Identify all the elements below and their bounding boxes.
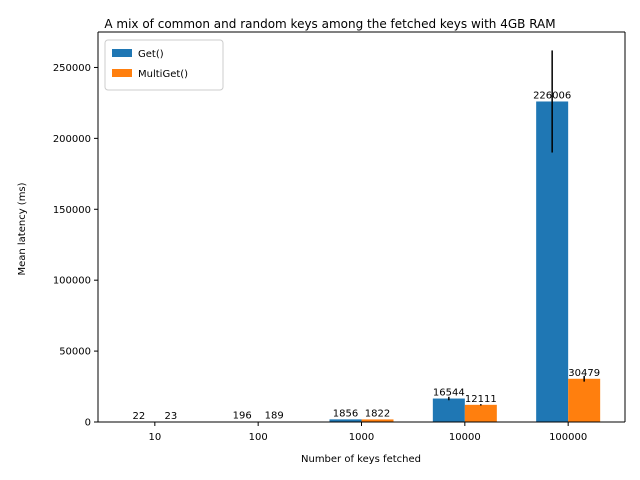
legend-swatch: [112, 49, 132, 57]
x-tick-label: 100000: [549, 432, 587, 443]
y-tick-label: 200000: [53, 134, 91, 145]
y-tick-label: 100000: [53, 276, 91, 287]
data-label: 22: [132, 411, 145, 422]
x-tick-label: 10: [148, 432, 161, 443]
data-label: 226006: [533, 90, 571, 101]
legend-label: Get(): [138, 49, 164, 60]
bar: [464, 404, 497, 422]
legend-swatch: [112, 69, 132, 77]
y-tick-label: 0: [85, 418, 91, 429]
legend-label: MultiGet(): [138, 69, 188, 80]
data-label: 1856: [333, 408, 358, 419]
y-axis-label: Mean latency (ms): [17, 182, 28, 275]
y-tick-label: 50000: [59, 347, 91, 358]
bar: [361, 419, 394, 422]
bar: [536, 101, 569, 423]
axes: 0 50000 100000 150000 200000 250000 10 100 1000 1…: [53, 31, 626, 443]
data-label: 23: [164, 411, 177, 422]
x-tick-label: 100: [249, 432, 268, 443]
legend: Get() MultiGet(): [104, 39, 224, 91]
x-tick-label: 1000: [349, 432, 374, 443]
data-label: 30479: [568, 368, 600, 379]
plot-area: 22 196 1856 16544 226006 23 189 1822 12111 30479: [122, 50, 601, 423]
bar: [329, 419, 362, 422]
data-label: 189: [265, 411, 284, 422]
y-tick-label: 250000: [53, 63, 91, 74]
chart-title: A mix of common and random keys among th…: [104, 17, 555, 31]
data-label: 12111: [465, 394, 497, 405]
bar: [568, 378, 601, 422]
x-axis-label: Number of keys fetched: [301, 454, 421, 465]
x-tick-label: 10000: [449, 432, 481, 443]
data-label: 16544: [433, 388, 465, 399]
data-label: 1822: [365, 408, 390, 419]
bar: [432, 398, 465, 422]
legend-box: [104, 39, 224, 91]
y-tick-label: 150000: [53, 205, 91, 216]
data-label: 196: [233, 411, 252, 422]
